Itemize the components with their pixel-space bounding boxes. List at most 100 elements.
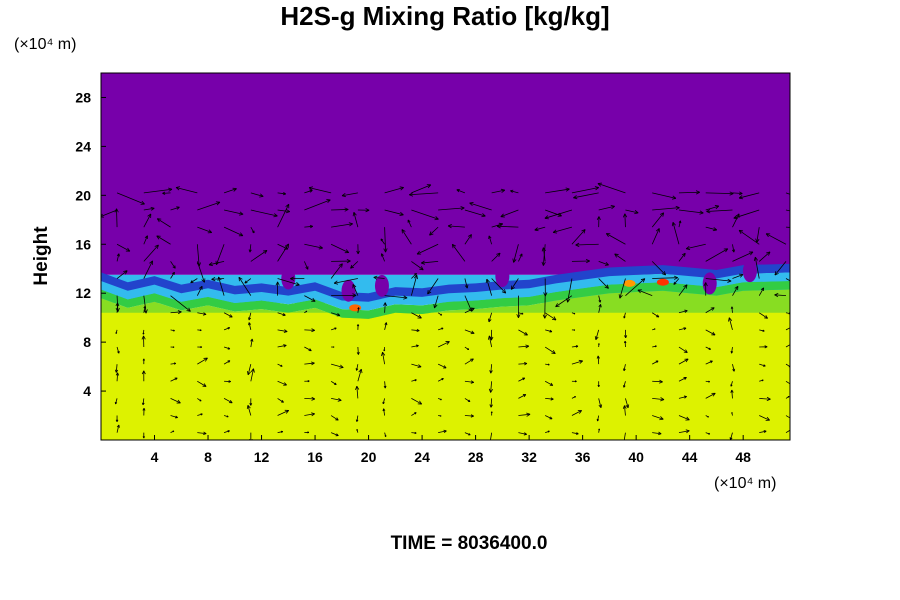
vector-arrow	[170, 398, 181, 404]
vector-arrow	[330, 380, 337, 385]
vector-arrow	[652, 192, 677, 199]
vector-arrow	[651, 228, 660, 245]
vector-arrowhead	[308, 186, 314, 191]
vector-arrow	[598, 398, 602, 408]
vector-arrow	[774, 294, 787, 297]
vector-arrowhead	[734, 285, 739, 291]
vector-arrow	[738, 192, 760, 199]
vector-arrowhead	[417, 364, 422, 368]
vector-arrow	[573, 192, 599, 199]
vector-arrow	[190, 278, 198, 284]
vector-arrowhead	[467, 399, 471, 403]
vector-arrow	[223, 209, 244, 215]
vector-arrow	[469, 202, 492, 211]
vector-arrowhead	[489, 404, 493, 408]
vector-arrowhead	[731, 412, 733, 414]
vector-arrowhead	[196, 262, 201, 267]
vector-arrow	[170, 415, 178, 418]
vector-arrowhead	[581, 229, 586, 234]
vector-arrow	[678, 310, 688, 314]
vector-arrow	[143, 295, 147, 314]
vector-arrow	[409, 192, 439, 196]
vector-arrowhead	[358, 368, 363, 374]
vector-arrow	[411, 184, 431, 194]
vector-arrowhead	[598, 404, 603, 408]
vector-arrowhead	[441, 327, 444, 330]
vector-arrowhead	[280, 430, 284, 434]
vector-arrowhead	[307, 431, 310, 434]
vector-arrow	[250, 192, 264, 197]
vector-arrowhead	[763, 364, 766, 367]
vector-arrowhead	[333, 280, 339, 285]
vector-arrow	[356, 415, 359, 422]
vector-arrowhead	[116, 424, 120, 428]
vector-arrowhead	[348, 222, 353, 227]
vector-arrow	[142, 398, 145, 405]
vector-arrow	[170, 377, 178, 382]
vector-arrow	[491, 278, 507, 294]
x-tick-label: 8	[204, 449, 212, 465]
vector-arrowhead	[141, 370, 146, 375]
vector-arrow	[157, 218, 171, 228]
vector-arrowhead	[610, 205, 615, 210]
vector-arrowhead	[683, 327, 687, 331]
vector-arrowhead	[417, 400, 423, 405]
vector-arrowhead	[763, 430, 767, 433]
vector-arrow	[384, 209, 404, 216]
vector-arrowhead	[573, 329, 576, 331]
vector-arrow	[732, 251, 754, 262]
vector-arrowhead	[794, 226, 798, 229]
vector-arrowhead	[467, 234, 472, 239]
vector-arrowhead	[684, 358, 689, 363]
vector-arrow	[571, 229, 586, 245]
vector-arrow	[785, 415, 790, 419]
vector-field	[101, 182, 798, 440]
vector-arrowhead	[142, 436, 146, 439]
vector-arrow	[598, 205, 615, 211]
vector-arrow	[304, 199, 331, 211]
vector-arrowhead	[661, 271, 667, 276]
vector-arrowhead	[523, 432, 527, 436]
vector-arrow	[223, 360, 231, 365]
vector-arrowhead	[522, 377, 526, 381]
vector-arrow	[490, 432, 493, 440]
vector-arrowhead	[259, 193, 264, 198]
vector-arrowhead	[115, 332, 118, 334]
x-tick-label: 28	[468, 449, 484, 465]
y-tick-label: 28	[75, 89, 91, 105]
vector-arrow	[464, 307, 475, 314]
vector-arrowhead	[199, 329, 202, 332]
vector-arrowhead	[399, 211, 404, 217]
vector-arrow	[678, 396, 687, 399]
vector-arrowhead	[290, 276, 295, 281]
x-axis-unit: (×10⁴ m)	[714, 475, 776, 492]
x-tick-label: 24	[414, 449, 430, 465]
vector-arrowhead	[173, 362, 177, 365]
vector-arrow	[545, 209, 562, 217]
vector-arrow	[705, 226, 717, 231]
vector-arrow	[637, 289, 653, 297]
vector-arrowhead	[727, 278, 732, 283]
vector-arrowhead	[708, 380, 710, 383]
vector-arrowhead	[352, 293, 357, 298]
vector-arrowhead	[624, 335, 628, 339]
vector-arrowhead	[250, 338, 254, 342]
vector-arrowhead	[685, 245, 691, 251]
vector-arrowhead	[787, 395, 790, 398]
vector-arrowhead	[678, 220, 682, 224]
vector-arrowhead	[597, 384, 600, 387]
vector-arrowhead	[355, 419, 359, 422]
vector-arrowhead	[551, 316, 557, 321]
vector-arrow	[438, 430, 447, 434]
vector-arrow	[774, 261, 787, 276]
vector-arrow	[116, 346, 120, 354]
vector-arrow	[357, 369, 362, 382]
vector-arrow	[623, 432, 626, 440]
vector-arrow	[357, 346, 359, 355]
x-tick-label: 36	[575, 449, 591, 465]
vector-arrow	[464, 432, 471, 436]
vector-arrowhead	[731, 249, 736, 253]
vector-arrowhead	[282, 313, 286, 317]
vector-arrow	[304, 362, 315, 365]
vector-arrow	[652, 415, 664, 420]
